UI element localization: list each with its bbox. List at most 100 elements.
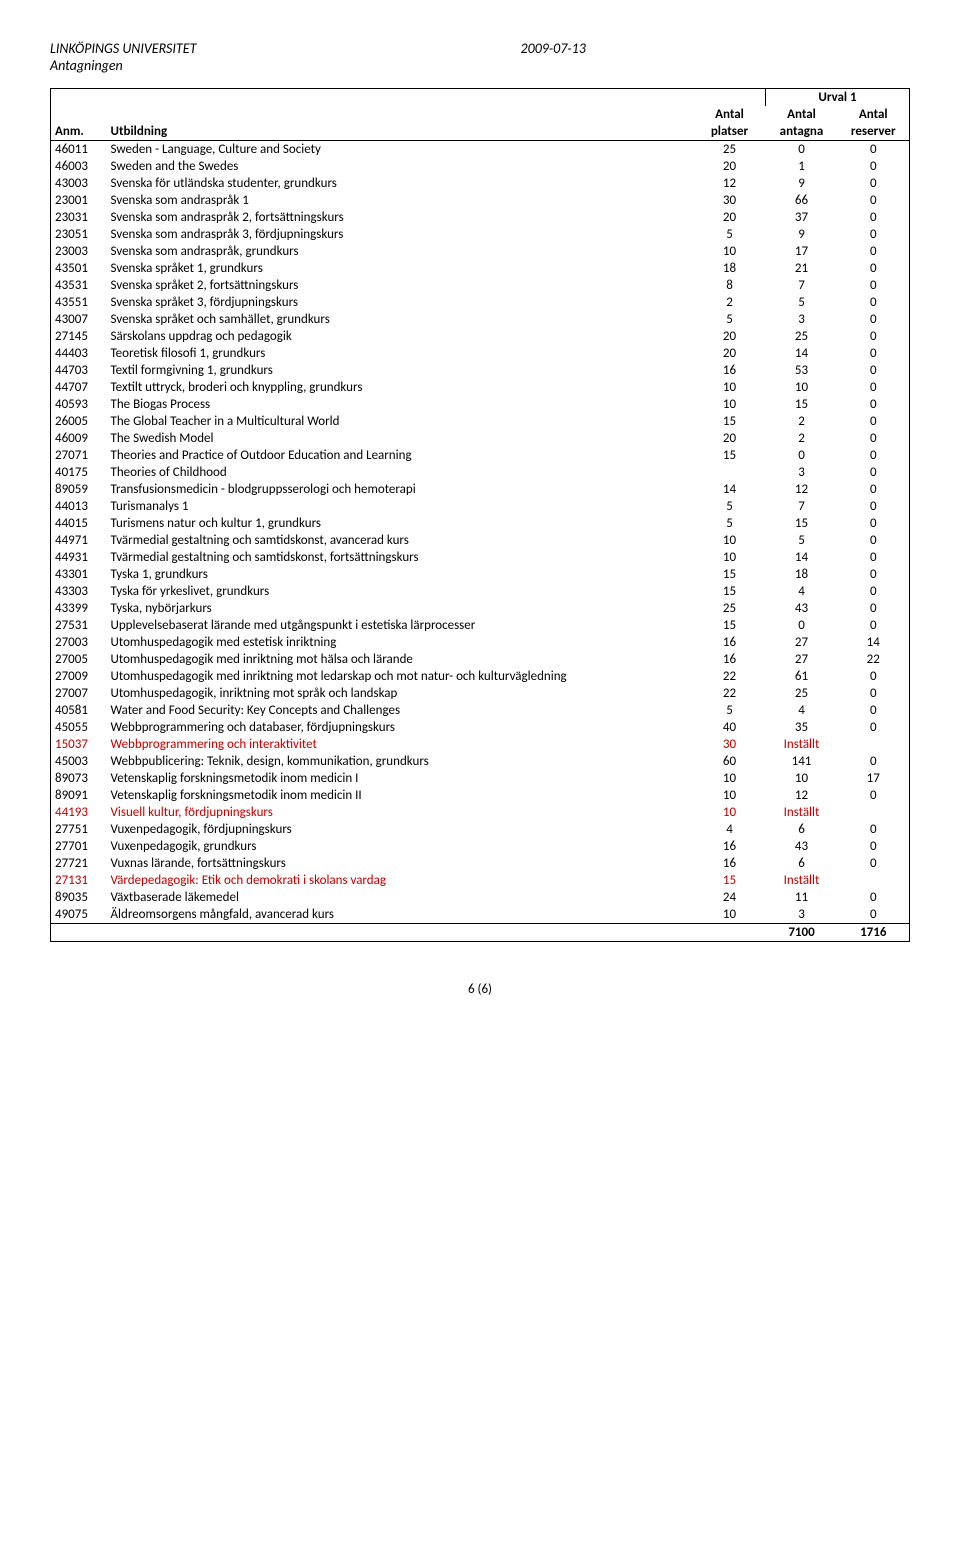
- cell-name: The Biogas Process: [107, 396, 694, 413]
- cell-code: 27005: [51, 651, 107, 668]
- cell-platser: 16: [694, 855, 766, 872]
- col-antagna: antagna: [766, 123, 838, 141]
- table-row: 89073Vetenskaplig forskningsmetodik inom…: [51, 770, 910, 787]
- table-row: 40175Theories of Childhood30: [51, 464, 910, 481]
- table-row: 15037Webbprogrammering och interaktivite…: [51, 736, 910, 753]
- cell-reserver: 0: [838, 583, 910, 600]
- table-row: 43501Svenska språket 1, grundkurs18210: [51, 260, 910, 277]
- table-row: 40593The Biogas Process10150: [51, 396, 910, 413]
- cell-reserver: 0: [838, 753, 910, 770]
- cell-antagna: 27: [766, 651, 838, 668]
- cell-platser: 16: [694, 634, 766, 651]
- table-row: 46003Sweden and the Swedes2010: [51, 158, 910, 175]
- cell-code: 27003: [51, 634, 107, 651]
- table-row: 27005Utomhuspedagogik med inriktning mot…: [51, 651, 910, 668]
- cell-platser: 20: [694, 345, 766, 362]
- cell-reserver: [838, 804, 910, 821]
- cell-name: Växtbaserade läkemedel: [107, 889, 694, 906]
- cell-code: 43531: [51, 277, 107, 294]
- cell-antagna: 17: [766, 243, 838, 260]
- urval-header: Urval 1: [766, 89, 910, 107]
- page-header: LINKÖPINGS UNIVERSITET Antagningen 2009-…: [50, 40, 910, 74]
- cell-platser: 18: [694, 260, 766, 277]
- table-row: 45003Webbpublicering: Teknik, design, ko…: [51, 753, 910, 770]
- cell-antagna: 61: [766, 668, 838, 685]
- cell-reserver: 0: [838, 702, 910, 719]
- col-reserver: reserver: [838, 123, 910, 141]
- cell-reserver: 0: [838, 311, 910, 328]
- table-row: 27721Vuxnas lärande, fortsättningskurs16…: [51, 855, 910, 872]
- cell-reserver: 0: [838, 158, 910, 175]
- table-row: 23031Svenska som andraspråk 2, fortsättn…: [51, 209, 910, 226]
- cell-code: 15037: [51, 736, 107, 753]
- cell-name: Sweden - Language, Culture and Society: [107, 141, 694, 159]
- table-row: 27009Utomhuspedagogik med inriktning mot…: [51, 668, 910, 685]
- cell-platser: 10: [694, 804, 766, 821]
- cell-code: 27009: [51, 668, 107, 685]
- table-row: 27531Upplevelsebaserat lärande med utgån…: [51, 617, 910, 634]
- cell-platser: 30: [694, 736, 766, 753]
- cell-code: 43551: [51, 294, 107, 311]
- cell-code: 89059: [51, 481, 107, 498]
- cell-platser: [694, 464, 766, 481]
- cell-code: 43007: [51, 311, 107, 328]
- cell-name: Svenska som andraspråk, grundkurs: [107, 243, 694, 260]
- cell-reserver: 0: [838, 175, 910, 192]
- cell-reserver: 0: [838, 226, 910, 243]
- table-row: 89035Växtbaserade läkemedel24110: [51, 889, 910, 906]
- cell-reserver: 0: [838, 617, 910, 634]
- table-row: 23051Svenska som andraspråk 3, fördjupni…: [51, 226, 910, 243]
- cell-reserver: 0: [838, 481, 910, 498]
- cell-name: Utomhuspedagogik med estetisk inriktning: [107, 634, 694, 651]
- table-row: 44703Textil formgivning 1, grundkurs1653…: [51, 362, 910, 379]
- cell-platser: 16: [694, 838, 766, 855]
- cell-code: 43399: [51, 600, 107, 617]
- total-antagna: 7100: [766, 924, 838, 942]
- cell-reserver: 0: [838, 209, 910, 226]
- cell-code: 44015: [51, 515, 107, 532]
- cell-antagna: 0: [766, 617, 838, 634]
- cell-antagna: 25: [766, 328, 838, 345]
- col-antal-3: Antal: [838, 106, 910, 123]
- cell-name: Svenska som andraspråk 3, fördjupningsku…: [107, 226, 694, 243]
- cell-platser: 5: [694, 702, 766, 719]
- cell-platser: 22: [694, 668, 766, 685]
- cell-name: Svenska språket och samhället, grundkurs: [107, 311, 694, 328]
- cell-antagna: 66: [766, 192, 838, 209]
- cell-reserver: 0: [838, 549, 910, 566]
- cell-antagna: 12: [766, 481, 838, 498]
- cell-platser: 20: [694, 158, 766, 175]
- table-row: 43007Svenska språket och samhället, grun…: [51, 311, 910, 328]
- cell-code: 27721: [51, 855, 107, 872]
- cell-code: 49075: [51, 906, 107, 924]
- cell-platser: 15: [694, 872, 766, 889]
- cell-reserver: 0: [838, 379, 910, 396]
- table-row: 43531Svenska språket 2, fortsättningskur…: [51, 277, 910, 294]
- cell-code: 43303: [51, 583, 107, 600]
- cell-name: Svenska som andraspråk 2, fortsättningsk…: [107, 209, 694, 226]
- cell-platser: 20: [694, 209, 766, 226]
- cell-name: Svenska som andraspråk 1: [107, 192, 694, 209]
- cell-platser: 20: [694, 430, 766, 447]
- cell-antagna: 43: [766, 600, 838, 617]
- cell-name: Textilt uttryck, broderi och knyppling, …: [107, 379, 694, 396]
- cell-reserver: 0: [838, 855, 910, 872]
- cell-code: 40175: [51, 464, 107, 481]
- cell-antagna: 0: [766, 447, 838, 464]
- cell-antagna: 6: [766, 855, 838, 872]
- cell-platser: 16: [694, 651, 766, 668]
- table-row: 43003Svenska för utländska studenter, gr…: [51, 175, 910, 192]
- cell-name: Theories of Childhood: [107, 464, 694, 481]
- cell-code: 40581: [51, 702, 107, 719]
- cell-code: 27701: [51, 838, 107, 855]
- cell-code: 26005: [51, 413, 107, 430]
- cell-reserver: 0: [838, 396, 910, 413]
- cell-name: Vuxnas lärande, fortsättningskurs: [107, 855, 694, 872]
- cell-antagna: 5: [766, 532, 838, 549]
- cell-name: Visuell kultur, fördjupningskurs: [107, 804, 694, 821]
- table-row: 27701Vuxenpedagogik, grundkurs16430: [51, 838, 910, 855]
- cell-antagna: 14: [766, 345, 838, 362]
- cell-platser: 10: [694, 532, 766, 549]
- cell-reserver: 0: [838, 328, 910, 345]
- cell-antagna: 21: [766, 260, 838, 277]
